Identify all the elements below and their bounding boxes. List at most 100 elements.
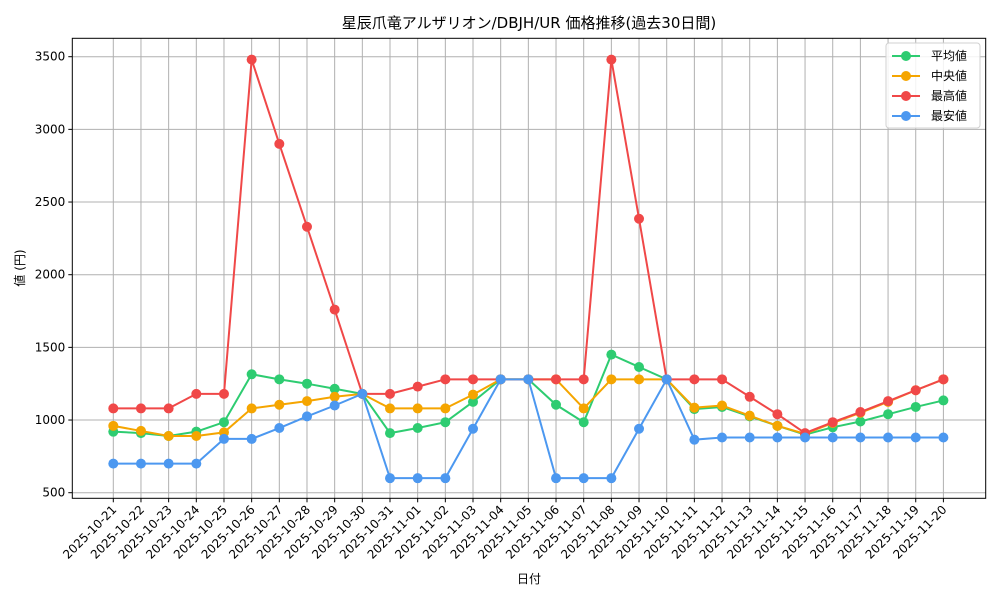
y-tick-label: 1000 <box>35 413 66 427</box>
data-point <box>772 420 783 431</box>
data-point <box>551 473 562 484</box>
data-point <box>827 417 838 428</box>
data-point <box>578 417 589 428</box>
data-point <box>717 432 728 443</box>
plot-frame <box>71 37 987 499</box>
data-point <box>412 423 423 434</box>
data-point <box>246 403 257 414</box>
legend-marker-icon <box>901 51 911 61</box>
data-point <box>938 432 949 443</box>
legend-label: 最安値 <box>931 108 967 123</box>
data-point <box>523 374 534 385</box>
data-point <box>135 425 146 436</box>
data-point <box>855 416 866 427</box>
data-point <box>440 374 451 385</box>
data-series <box>108 54 949 484</box>
data-point <box>744 410 755 421</box>
data-point <box>578 473 589 484</box>
data-point <box>744 391 755 402</box>
data-point <box>717 374 728 385</box>
legend-label: 平均値 <box>931 48 967 63</box>
data-point <box>910 432 921 443</box>
grid-lines <box>72 38 986 499</box>
data-point <box>661 374 672 385</box>
data-point <box>108 420 119 431</box>
x-axis-ticks: 2025-10-212025-10-222025-10-232025-10-24… <box>60 498 950 562</box>
data-point <box>108 458 119 469</box>
data-point <box>191 431 202 442</box>
data-point <box>163 431 174 442</box>
data-point <box>246 433 257 444</box>
data-point <box>855 432 866 443</box>
series-3 <box>108 374 949 484</box>
data-point <box>883 396 894 407</box>
data-point <box>274 138 285 149</box>
data-point <box>218 417 229 428</box>
data-point <box>938 395 949 406</box>
data-point <box>329 304 340 315</box>
legend-marker-icon <box>901 111 911 121</box>
data-point <box>883 409 894 420</box>
data-point <box>578 374 589 385</box>
y-axis-ticks: 500 1000 1500 2000 2500 3000 3500 <box>35 50 73 500</box>
data-point <box>578 403 589 414</box>
y-tick-label: 2000 <box>35 268 66 282</box>
data-point <box>800 432 811 443</box>
data-point <box>385 473 395 484</box>
y-tick-label: 3000 <box>35 122 66 136</box>
data-point <box>717 400 728 411</box>
data-point <box>440 403 451 414</box>
y-tick-label: 3500 <box>35 50 66 64</box>
data-point <box>412 381 423 392</box>
data-point <box>910 385 921 396</box>
data-point <box>274 374 285 385</box>
data-point <box>274 423 285 434</box>
data-point <box>468 396 479 407</box>
data-point <box>772 432 783 443</box>
data-point <box>385 403 395 414</box>
data-point <box>274 399 285 410</box>
legend-marker-icon <box>901 91 911 101</box>
data-point <box>883 432 894 443</box>
data-point <box>634 361 645 372</box>
data-point <box>385 428 395 439</box>
data-point <box>218 433 229 444</box>
data-point <box>163 458 174 469</box>
data-point <box>357 388 368 399</box>
data-point <box>827 432 838 443</box>
data-point <box>606 54 617 65</box>
y-tick-label: 2500 <box>35 195 66 209</box>
data-point <box>385 388 395 399</box>
data-point <box>329 383 340 394</box>
data-point <box>495 374 506 385</box>
legend-box <box>885 42 981 129</box>
legend-label: 最高値 <box>931 88 967 103</box>
data-point <box>689 434 700 445</box>
x-axis-label: 日付 <box>517 572 541 586</box>
data-point <box>910 401 921 412</box>
data-point <box>440 417 451 428</box>
data-point <box>135 458 146 469</box>
data-point <box>689 402 700 413</box>
data-point <box>744 432 755 443</box>
data-point <box>301 378 312 389</box>
data-point <box>412 403 423 414</box>
data-point <box>301 411 312 422</box>
data-point <box>412 473 423 484</box>
data-point <box>551 374 562 385</box>
data-point <box>246 369 257 380</box>
data-point <box>634 374 645 385</box>
data-point <box>468 423 479 434</box>
data-point <box>634 423 645 434</box>
data-point <box>440 473 451 484</box>
data-point <box>108 403 119 414</box>
data-point <box>468 389 479 400</box>
data-point <box>606 374 617 385</box>
data-point <box>772 409 783 420</box>
data-point <box>606 473 617 484</box>
data-point <box>634 213 645 224</box>
data-point <box>135 403 146 414</box>
data-point <box>329 391 340 402</box>
